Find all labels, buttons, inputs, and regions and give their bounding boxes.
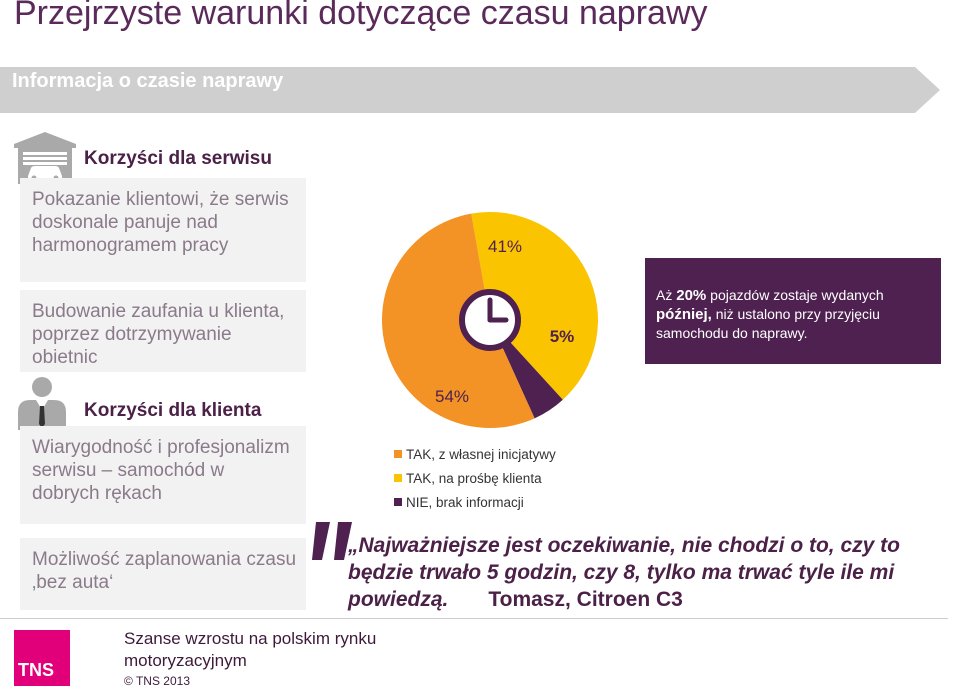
pie-slice-1 [471, 212, 598, 400]
customer-quote: „Najważniejsze jest oczekiwanie, nie cho… [348, 532, 960, 613]
banner-title: Informacja o czasie naprawy [12, 70, 284, 92]
pie-label-0: 54% [435, 387, 469, 406]
legend-swatch-2 [394, 498, 402, 506]
legend-item: TAK, z własnej inicjatywy [394, 447, 556, 462]
stat-callout: Aż 20% pojazdów zostaje wydanych później… [645, 258, 941, 364]
tns-logo-text: TNS [18, 660, 54, 680]
chart-legend: TAK, z własnej inicjatywy TAK, na prośbę… [394, 447, 556, 510]
service-section-title: Korzyści dla serwisu [84, 148, 272, 169]
pie-slice-0 [382, 213, 535, 428]
footer-text: Szanse wzrostu na polskim rynku motoryza… [124, 629, 377, 670]
legend-swatch-0 [394, 450, 402, 458]
pie-chart: 41% 5% 54% [382, 212, 598, 428]
tns-logo [14, 630, 70, 686]
businessman-icon [18, 377, 66, 430]
callout-middle: pojazdów zostaje wydanych [710, 287, 884, 303]
legend-label-2: NIE, brak informacji [406, 495, 524, 510]
service-benefit-2: Budowanie zaufania u klienta, poprzez do… [20, 290, 306, 372]
client-benefit-2: Możliwość zaplanowania czasu ‚bez auta‘ [20, 538, 306, 610]
legend-label-0: TAK, z własnej inicjatywy [406, 447, 556, 462]
pie-label-2: 5% [550, 327, 575, 346]
banner-arrow [0, 67, 940, 113]
legend-label-1: TAK, na prośbę klienta [406, 471, 542, 486]
client-benefit-1: Wiarygodność i profesjonalizm serwisu – … [20, 426, 306, 524]
quote-author: Tomasz, Citroen C3 [488, 588, 683, 611]
client-section-title: Korzyści dla klienta [84, 400, 262, 421]
legend-item: TAK, na prośbę klienta [394, 471, 556, 486]
page-title: Przejrzyste warunki dotyczące czasu napr… [14, 0, 708, 32]
legend-item: NIE, brak informacji [394, 495, 556, 510]
callout-suffix: niż ustalono przy przyjęciu samochodu do… [656, 306, 880, 341]
legend-swatch-1 [394, 474, 402, 482]
footer-divider [0, 618, 948, 619]
garage-icon [14, 132, 76, 184]
clock-icon [459, 289, 521, 351]
callout-value: 20% [676, 287, 707, 304]
quote-text: Najważniejsze jest oczekiwanie, nie chod… [348, 534, 900, 611]
callout-prefix: Aż [656, 287, 673, 303]
pie-label-1: 41% [488, 237, 522, 256]
quote-open-mark: „ [348, 534, 359, 557]
callout-emphasis: później, [656, 306, 712, 323]
service-benefit-1: Pokazanie klientowi, że serwis doskonale… [20, 178, 306, 282]
footer-copyright: © TNS 2013 [124, 674, 190, 688]
quote-marks-icon [312, 522, 352, 560]
